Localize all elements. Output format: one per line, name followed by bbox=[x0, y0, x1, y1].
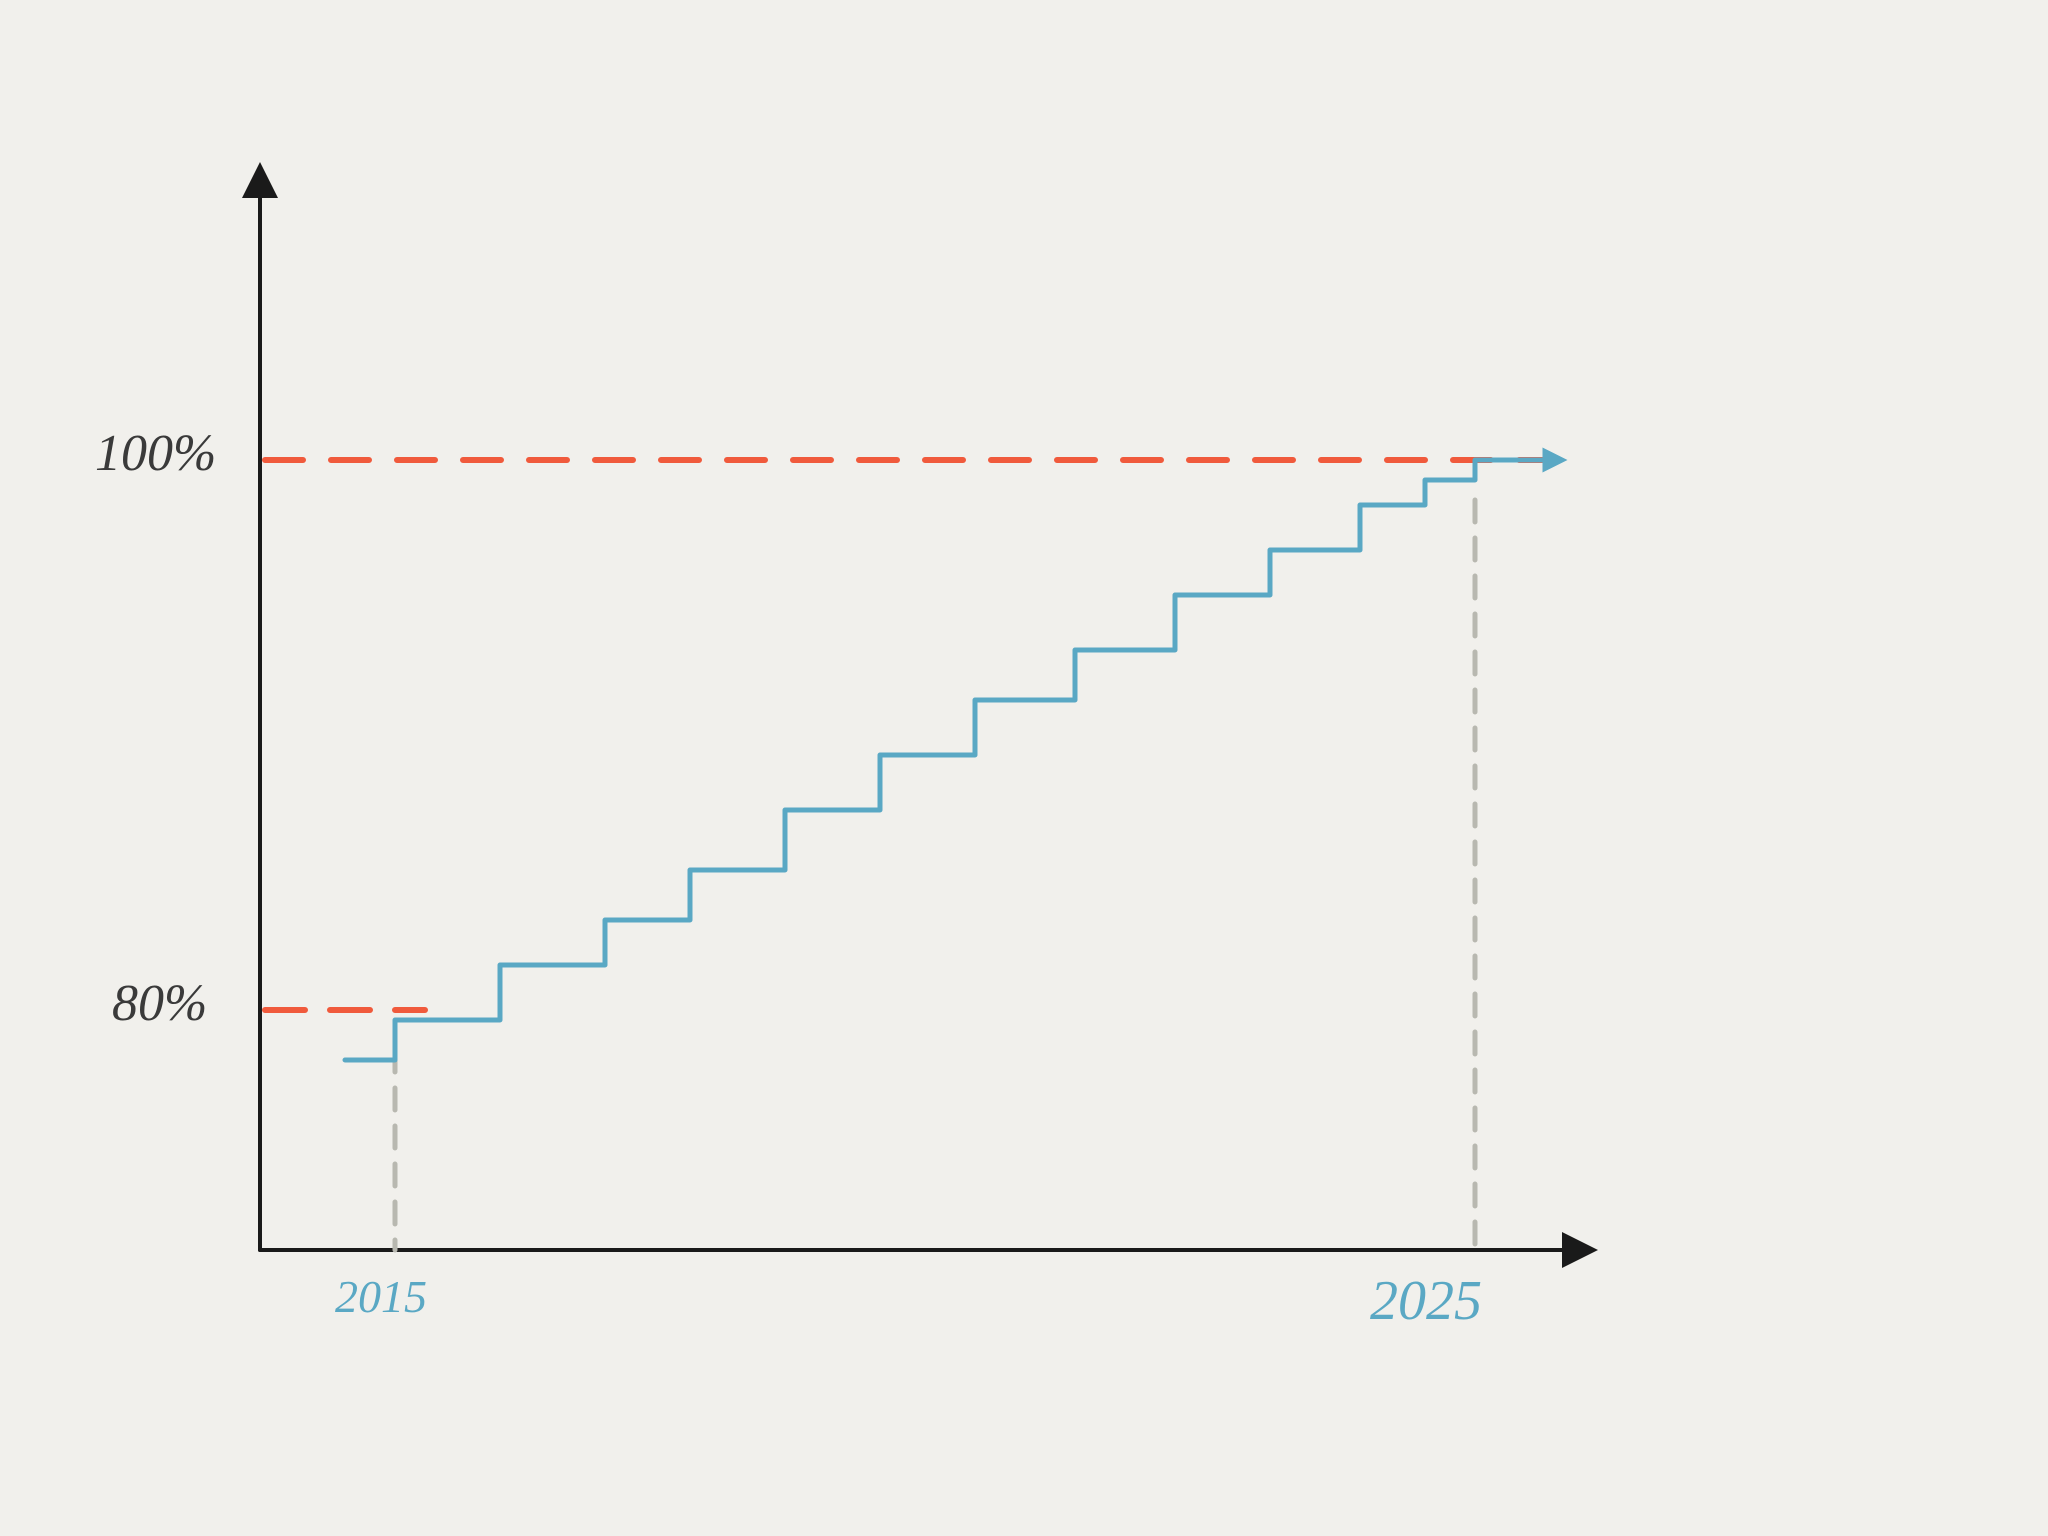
chart-svg bbox=[0, 0, 2048, 1536]
x-tick-label-1: 2025 bbox=[1370, 1269, 1482, 1333]
step-series bbox=[345, 460, 1555, 1060]
y-tick-label-1: 80% bbox=[112, 974, 207, 1033]
x-tick-label-0: 2015 bbox=[335, 1270, 427, 1323]
step-chart: 100% 80% 2015 2025 bbox=[0, 0, 2048, 1536]
y-tick-label-0: 100% bbox=[95, 424, 216, 483]
